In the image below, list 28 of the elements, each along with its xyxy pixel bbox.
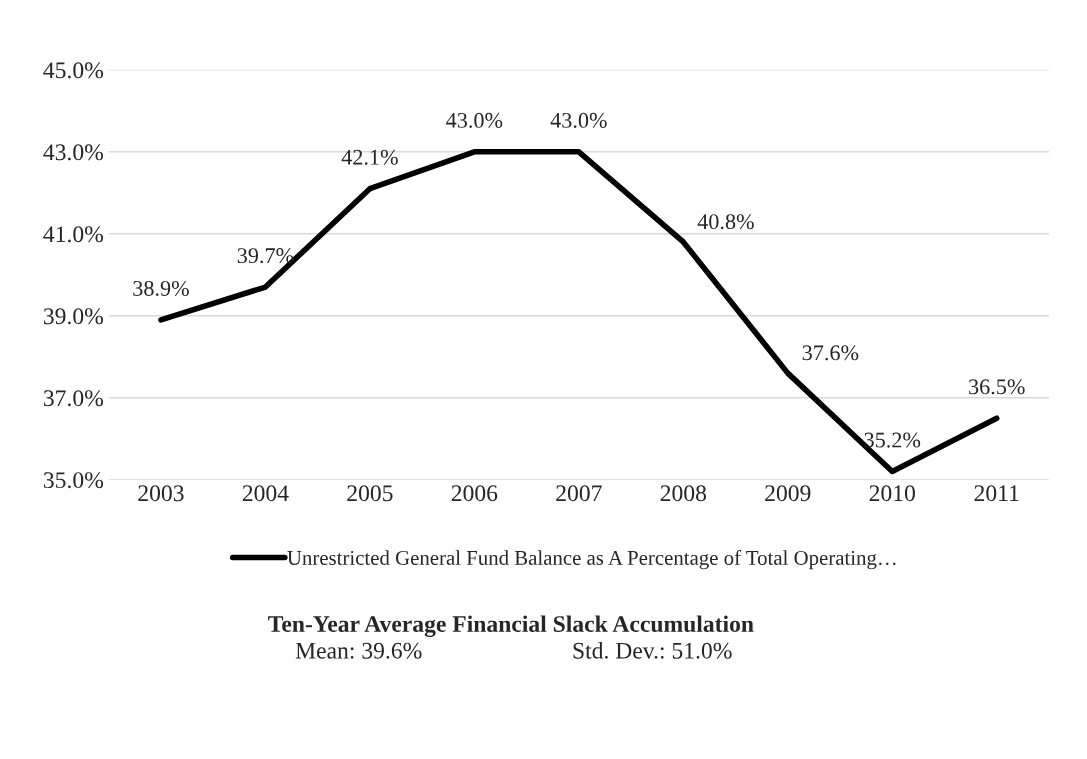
data-label: 37.6%: [802, 345, 859, 361]
x-tick-label: 2010: [869, 485, 915, 502]
text: Std. Dev.: 51.0%: [573, 642, 732, 659]
data-label: 40.8%: [697, 214, 754, 230]
y-tick-label: 37.0%: [43, 390, 104, 407]
y-tick-label: 39.0%: [43, 308, 104, 325]
y-tick-label: 43.0%: [43, 144, 104, 161]
x-tick-label: 2009: [765, 485, 811, 502]
text: Ten-Year Average Financial Slack Accumulation: [268, 615, 754, 637]
text: Mean: 39.6%: [295, 642, 422, 659]
data-label: 35.2%: [864, 432, 921, 448]
y-tick-label: 45.0%: [43, 62, 104, 79]
data-label: 36.5%: [969, 379, 1025, 395]
y-tick-label: 41.0%: [43, 226, 104, 243]
x-tick-label: 2011: [974, 485, 1019, 502]
x-tick-label: 2003: [138, 485, 184, 502]
x-tick-label: 2005: [347, 485, 393, 502]
legend-label: Unrestricted General Fund Balance as A Percentage of Total Operating…: [287, 550, 896, 570]
data-label: 42.1%: [341, 149, 398, 165]
data-label: 43.0%: [446, 112, 503, 128]
x-tick-label: 2008: [660, 485, 707, 502]
data-label: 43.0%: [550, 112, 607, 128]
x-tick-label: 2006: [451, 485, 498, 502]
data-label: 39.7%: [237, 248, 294, 264]
y-tick-label: 35.0%: [43, 472, 104, 489]
data-label: 38.9%: [133, 280, 189, 296]
x-tick-label: 2004: [242, 485, 289, 502]
x-tick-label: 2007: [556, 485, 602, 502]
